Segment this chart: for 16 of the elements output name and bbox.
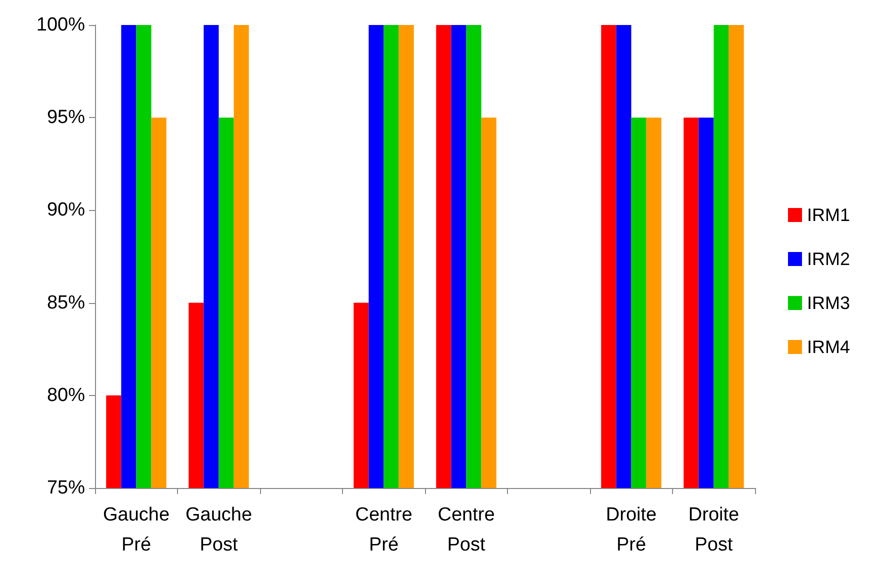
x-tick-label: Gauche Post bbox=[185, 504, 252, 556]
legend-label: IRM4 bbox=[806, 337, 850, 357]
x-tick-label: Droite Post bbox=[688, 504, 740, 556]
x-tick-label: Centre Pré bbox=[355, 504, 412, 556]
x-tick-label: Droite Pré bbox=[606, 504, 657, 556]
x-tick-label: Gauche Pré bbox=[102, 504, 170, 556]
y-tick-label: 85% bbox=[46, 292, 86, 314]
y-tick-label: 90% bbox=[46, 200, 86, 221]
legend-label: IRM2 bbox=[806, 249, 850, 269]
legend-label: IRM1 bbox=[806, 205, 850, 225]
legend-label: IRM3 bbox=[806, 293, 850, 313]
x-tick-label: Centre Post bbox=[438, 504, 495, 556]
y-tick-label: 80% bbox=[46, 384, 86, 406]
y-tick-label: 95% bbox=[46, 107, 86, 128]
y-tick-label: 100% bbox=[36, 14, 86, 36]
y-tick-label: 75% bbox=[46, 478, 86, 498]
